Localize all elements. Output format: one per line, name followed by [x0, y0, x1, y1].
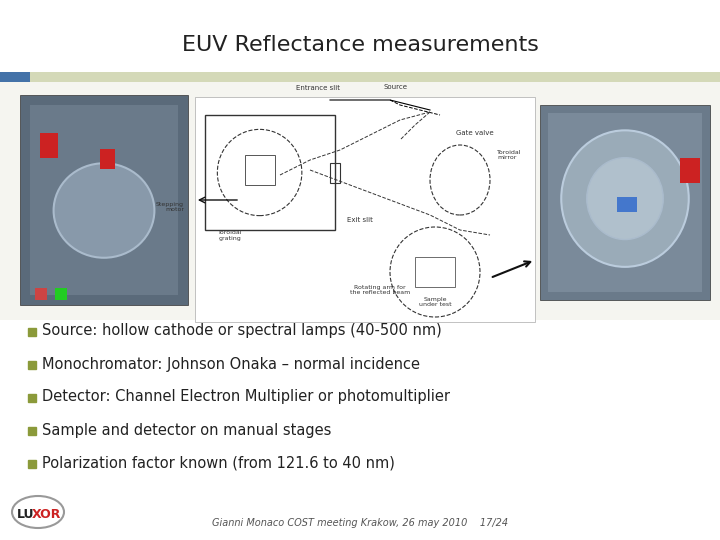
Bar	[548, 113, 702, 292]
Text: Entrance slit: Entrance slit	[296, 85, 340, 91]
Text: Rotating arm for
the reflected beam: Rotating arm for the reflected beam	[350, 285, 410, 295]
Bar	[540, 105, 710, 300]
Bar	[20, 95, 188, 305]
Bar	[55, 288, 67, 300]
Bar	[28, 328, 36, 336]
Bar	[415, 257, 455, 287]
Bar	[28, 427, 36, 435]
Text: Sample and detector on manual stages: Sample and detector on manual stages	[42, 422, 331, 437]
Text: XOR: XOR	[31, 508, 60, 521]
Bar	[30, 72, 720, 82]
Text: Sample
under test: Sample under test	[419, 296, 451, 307]
Bar	[100, 148, 115, 168]
Text: Toroidal
mirror: Toroidal mirror	[497, 150, 521, 160]
Bar	[616, 197, 636, 212]
Text: Polarization factor known (from 121.6 to 40 nm): Polarization factor known (from 121.6 to…	[42, 456, 395, 470]
Text: Gate valve: Gate valve	[456, 130, 494, 136]
Text: Source: hollow cathode or spectral lamps (40-500 nm): Source: hollow cathode or spectral lamps…	[42, 323, 442, 339]
Ellipse shape	[587, 158, 663, 240]
Text: Exit slit: Exit slit	[347, 217, 373, 223]
Bar	[245, 155, 275, 185]
Bar	[680, 158, 700, 183]
Text: Stepping
motor: Stepping motor	[156, 201, 184, 212]
Bar	[0, 82, 720, 320]
Text: Gianni Monaco COST meeting Krakow, 26 may 2010    17/24: Gianni Monaco COST meeting Krakow, 26 ma…	[212, 518, 508, 528]
Text: Detector: Channel Electron Multiplier or photomultiplier: Detector: Channel Electron Multiplier or…	[42, 389, 450, 404]
Bar	[28, 361, 36, 369]
Bar	[0, 72, 30, 82]
Bar	[35, 288, 47, 300]
Bar	[28, 460, 36, 468]
Text: Monochromator: Johnson Onaka – normal incidence: Monochromator: Johnson Onaka – normal in…	[42, 356, 420, 372]
Bar	[195, 97, 535, 322]
Bar	[40, 133, 58, 158]
Bar	[28, 394, 36, 402]
Text: EUV Reflectance measurements: EUV Reflectance measurements	[181, 35, 539, 55]
Ellipse shape	[562, 130, 689, 267]
Bar	[205, 115, 335, 230]
Bar	[330, 163, 340, 183]
Ellipse shape	[53, 163, 154, 258]
Text: LU: LU	[17, 508, 35, 521]
Text: Source: Source	[383, 84, 407, 90]
Text: Toroidal
grating: Toroidal grating	[217, 230, 242, 241]
Bar	[30, 105, 178, 295]
